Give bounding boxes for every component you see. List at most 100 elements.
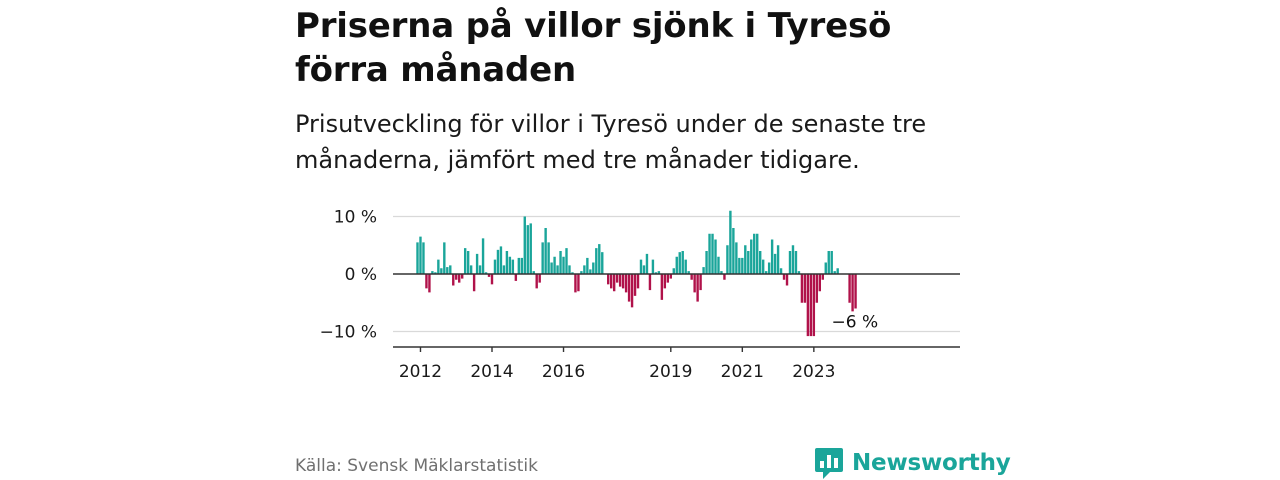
bar <box>791 245 795 274</box>
x-tick-label: 2012 <box>399 362 442 382</box>
bar <box>592 262 595 274</box>
bar <box>782 274 786 280</box>
bar <box>547 242 550 274</box>
bar <box>675 256 678 274</box>
bar <box>624 274 628 293</box>
bar <box>434 272 437 274</box>
bar <box>502 265 506 274</box>
bar <box>472 274 476 292</box>
bar <box>741 257 744 274</box>
bar <box>571 272 574 274</box>
bar <box>452 274 455 286</box>
bar <box>538 274 541 283</box>
bar <box>517 257 521 274</box>
bar <box>598 244 601 274</box>
bar <box>455 274 458 280</box>
bar <box>553 256 556 274</box>
bar <box>702 267 705 274</box>
bar <box>776 245 780 274</box>
bar <box>854 274 857 309</box>
bar <box>693 274 696 293</box>
bar <box>431 271 434 274</box>
chart-subtitle: Prisutveckling för villor i Tyresö under… <box>295 110 927 174</box>
bar <box>541 242 544 274</box>
bar <box>577 274 580 292</box>
bar <box>437 259 440 274</box>
bar <box>687 271 690 274</box>
bar <box>466 251 470 274</box>
bar <box>759 251 762 274</box>
bar <box>660 274 664 300</box>
bar <box>523 216 526 274</box>
bar <box>773 253 777 274</box>
bar <box>520 257 523 274</box>
bar <box>696 274 699 302</box>
bar <box>550 262 553 274</box>
bar <box>645 253 649 274</box>
bar <box>446 267 449 274</box>
bar <box>508 256 512 274</box>
bar <box>809 274 813 337</box>
bar <box>770 239 774 274</box>
bar <box>851 274 854 312</box>
bar <box>559 251 562 274</box>
bar <box>443 242 446 274</box>
bar <box>753 233 756 274</box>
bar <box>663 274 667 289</box>
bar <box>630 274 634 308</box>
bar <box>648 274 652 291</box>
bar <box>589 269 592 274</box>
bar <box>800 274 804 303</box>
bar <box>574 274 577 293</box>
bar <box>419 236 422 274</box>
bar <box>595 248 598 274</box>
chart-card: Priserna på villor sjönk i Tyresö förra … <box>295 0 1011 480</box>
bar <box>586 257 589 274</box>
bar <box>580 271 583 274</box>
bar <box>478 265 482 274</box>
bar <box>764 271 768 274</box>
bar <box>505 251 509 274</box>
bar <box>699 274 702 291</box>
bar <box>672 268 675 274</box>
bar <box>833 271 836 274</box>
bar <box>717 256 720 274</box>
bar <box>535 274 538 289</box>
bar-chart: 10 % 0 % −10 % 2012 2014 2016 2019 2021 2023 −6 % <box>320 208 960 382</box>
bar <box>428 274 431 293</box>
bar <box>425 274 428 289</box>
source-note: Källa: Svensk Mäklarstatistik <box>295 456 538 476</box>
bar <box>788 251 792 274</box>
bar <box>562 256 565 274</box>
bar <box>449 265 452 274</box>
bar <box>556 265 559 274</box>
bar <box>514 274 518 281</box>
newsworthy-logo-icon <box>815 448 843 479</box>
bar <box>827 251 830 274</box>
bar <box>735 242 738 274</box>
bar <box>475 253 479 274</box>
bar <box>803 274 807 303</box>
bar <box>738 257 741 274</box>
bar <box>565 248 568 274</box>
bar <box>583 265 586 274</box>
bar <box>678 252 681 274</box>
bar <box>607 274 610 285</box>
bar <box>481 238 485 274</box>
bar <box>633 274 637 296</box>
bar <box>463 248 467 274</box>
bar <box>756 233 759 274</box>
bar <box>732 228 735 274</box>
bar <box>496 249 500 274</box>
bar <box>794 251 798 274</box>
bar <box>610 274 613 289</box>
bar <box>544 228 547 274</box>
bar <box>484 272 488 274</box>
bar <box>639 259 643 274</box>
bar <box>821 274 824 280</box>
bar <box>812 274 816 337</box>
bar <box>526 225 529 274</box>
bar <box>711 233 714 274</box>
bar <box>818 274 821 292</box>
bar <box>499 246 503 274</box>
